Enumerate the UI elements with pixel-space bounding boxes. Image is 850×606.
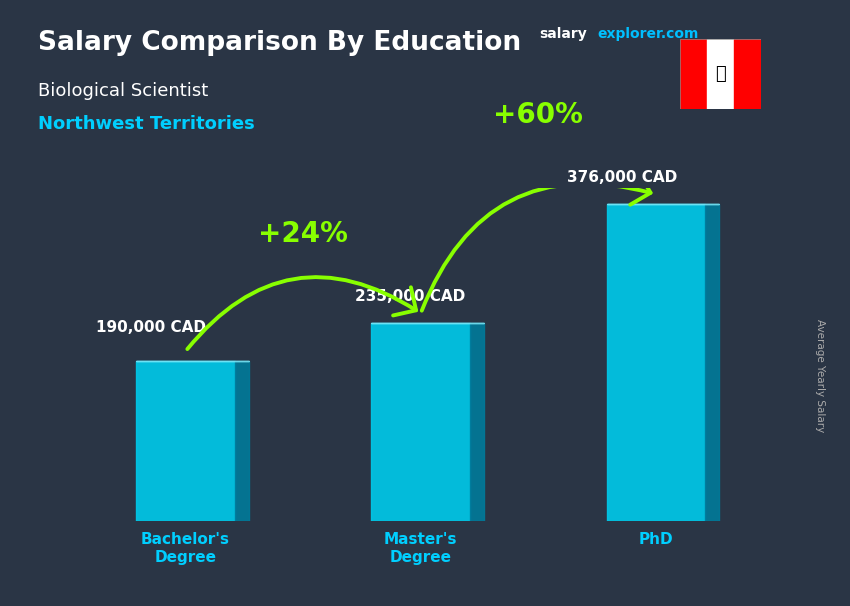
- Polygon shape: [470, 323, 484, 521]
- Bar: [707, 39, 734, 109]
- FancyArrowPatch shape: [422, 173, 650, 311]
- Polygon shape: [235, 361, 249, 521]
- Bar: [607, 204, 706, 521]
- Text: 🍁: 🍁: [715, 65, 726, 83]
- Text: explorer.com: explorer.com: [598, 27, 699, 41]
- Text: salary: salary: [540, 27, 587, 41]
- Text: 376,000 CAD: 376,000 CAD: [567, 170, 677, 185]
- Text: 235,000 CAD: 235,000 CAD: [355, 288, 465, 304]
- Bar: [680, 39, 707, 109]
- Text: 190,000 CAD: 190,000 CAD: [96, 321, 207, 335]
- Polygon shape: [706, 204, 719, 521]
- Bar: [136, 361, 235, 521]
- Bar: [734, 39, 761, 109]
- Text: Average Yearly Salary: Average Yearly Salary: [815, 319, 825, 432]
- FancyArrowPatch shape: [187, 277, 416, 349]
- Bar: [371, 323, 470, 521]
- Text: +24%: +24%: [258, 220, 348, 248]
- Text: Salary Comparison By Education: Salary Comparison By Education: [38, 30, 521, 56]
- Text: Biological Scientist: Biological Scientist: [38, 82, 208, 100]
- Text: Northwest Territories: Northwest Territories: [38, 115, 255, 133]
- Text: +60%: +60%: [493, 101, 583, 129]
